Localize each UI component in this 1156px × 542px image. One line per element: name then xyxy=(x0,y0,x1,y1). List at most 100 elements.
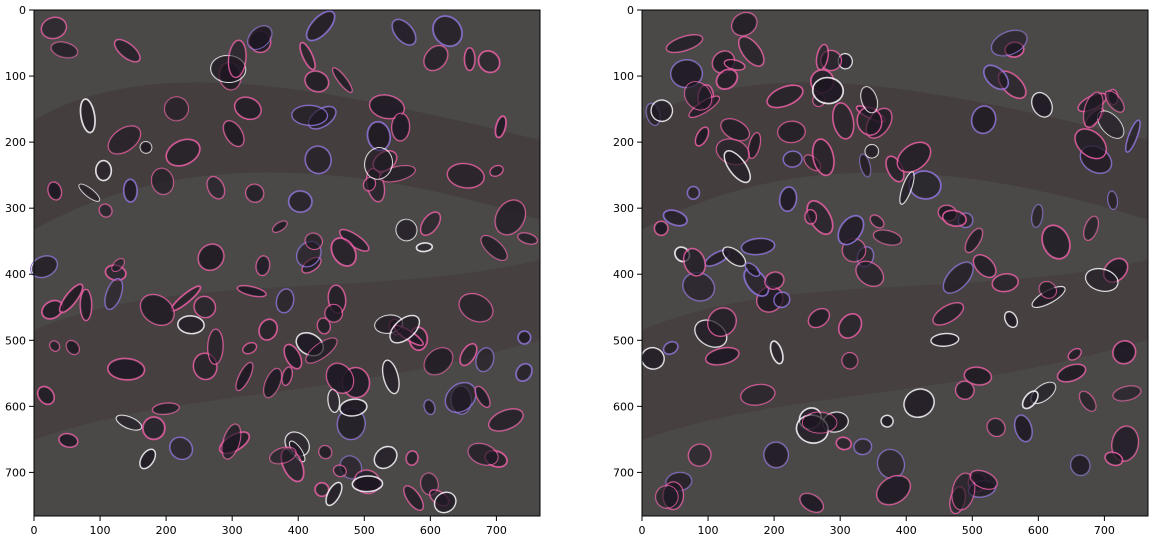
nucleus xyxy=(809,309,829,327)
nucleus xyxy=(742,239,774,254)
nucleus xyxy=(424,46,447,70)
nucleus-outline xyxy=(859,153,872,178)
nucleus xyxy=(708,308,736,336)
nucleus-outline xyxy=(235,361,254,392)
nucleus-outline xyxy=(1003,310,1019,329)
nucleus xyxy=(43,301,62,318)
x-tick-label: 400 xyxy=(288,524,309,537)
nucleus-outline xyxy=(744,262,761,278)
nucleus xyxy=(992,31,1026,55)
nucleus-outline xyxy=(236,284,267,298)
x-tick-label: 200 xyxy=(764,524,785,537)
nucleus xyxy=(778,122,805,142)
nucleus xyxy=(165,97,188,120)
nucleus xyxy=(496,117,505,137)
nucleus-outline xyxy=(50,41,79,59)
nucleus-outline xyxy=(325,481,343,507)
nucleus xyxy=(48,183,61,199)
nucleus xyxy=(817,45,828,69)
nucleus xyxy=(448,164,484,187)
nucleus xyxy=(745,269,768,295)
nucleus xyxy=(717,70,737,88)
nucleus xyxy=(813,78,843,103)
nucleus xyxy=(316,483,328,496)
y-tick-label: 100 xyxy=(613,70,634,83)
nucleus xyxy=(974,255,995,277)
nucleus xyxy=(723,248,745,266)
x-tick-label: 100 xyxy=(90,524,111,537)
left-plot: 0 100 200 300 400 500 600 700 0 100 200 300 400 500 60… xyxy=(5,4,541,537)
nucleus xyxy=(652,101,672,121)
nucleus-outline xyxy=(304,70,330,93)
nucleus xyxy=(1080,392,1096,411)
nucleus-outline xyxy=(98,203,113,218)
nucleus xyxy=(856,262,883,286)
nucleus xyxy=(803,413,836,432)
nucleus xyxy=(877,476,910,504)
nucleus-outline xyxy=(107,125,142,155)
nucleus xyxy=(435,493,455,512)
nucleus-outline xyxy=(263,367,283,399)
nucleus xyxy=(887,157,903,181)
nucleus xyxy=(1112,427,1138,461)
nucleus-outline xyxy=(941,209,967,228)
nucleus-outline xyxy=(855,260,885,288)
nucleus-outline xyxy=(773,291,791,309)
nucleus-outline xyxy=(391,18,417,46)
nucleus-outline xyxy=(964,227,984,254)
nucleus xyxy=(476,348,493,371)
x-tick-label: 0 xyxy=(639,524,646,537)
nucleus-outline xyxy=(653,220,669,237)
nucleus-outline xyxy=(480,234,508,261)
nucleus xyxy=(257,256,269,275)
nucleus-outline xyxy=(339,398,368,417)
nucleus-outline xyxy=(807,307,831,329)
image-area xyxy=(642,10,1148,516)
nucleus-outline xyxy=(942,261,974,294)
nucleus xyxy=(260,320,277,339)
nucleus-outline xyxy=(494,199,527,236)
nucleus xyxy=(1069,349,1081,359)
nucleus xyxy=(273,221,287,232)
nucleus xyxy=(393,20,415,44)
nucleus xyxy=(108,359,144,379)
nucleus xyxy=(383,361,398,393)
nucleus xyxy=(725,151,750,182)
nucleus-outline xyxy=(837,313,863,339)
nucleus-outline xyxy=(299,41,316,71)
nucleus-outline xyxy=(1104,90,1125,113)
nucleus xyxy=(59,434,77,447)
nucleus-outline xyxy=(325,362,355,394)
nucleus xyxy=(1084,217,1098,240)
nucleus-outline xyxy=(740,383,776,406)
y-tick-label: 700 xyxy=(5,466,26,479)
nucleus-outline xyxy=(880,414,894,428)
nucleus xyxy=(898,143,930,172)
nucleus-outline xyxy=(206,175,226,200)
nucleus xyxy=(153,404,179,414)
nucleus xyxy=(479,52,499,72)
nucleus xyxy=(993,274,1018,291)
nucleus xyxy=(81,290,91,320)
nucleus-outline xyxy=(423,347,454,376)
nucleus xyxy=(934,303,963,324)
nucleus xyxy=(105,279,122,309)
nucleus-outline xyxy=(58,283,84,314)
nucleus-outline xyxy=(269,446,297,465)
nucleus xyxy=(706,348,738,364)
tissue-band xyxy=(642,82,1148,231)
nucleus xyxy=(518,233,537,244)
nucleus-outline xyxy=(1067,347,1082,361)
nucleus-outline xyxy=(271,220,288,233)
nucleus xyxy=(143,418,164,439)
nucleus-outline xyxy=(405,450,419,466)
nucleus-outline xyxy=(723,150,752,184)
nucleus-outline xyxy=(373,445,398,470)
nucleus xyxy=(365,148,392,179)
nucleus xyxy=(178,317,203,333)
nucleus-outline xyxy=(970,105,997,135)
nucleus xyxy=(338,409,365,439)
nucleus-outline xyxy=(764,271,785,290)
nucleus-outline xyxy=(864,143,880,159)
nucleus xyxy=(96,161,111,180)
